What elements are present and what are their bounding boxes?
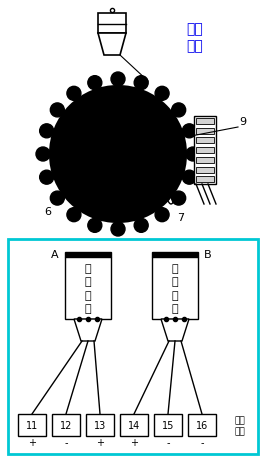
Text: 15: 15 [162,420,174,430]
Circle shape [134,77,148,90]
Bar [154,414,182,436]
Circle shape [172,192,186,206]
Circle shape [40,124,54,139]
Circle shape [88,219,102,233]
Text: -: - [166,437,170,447]
Bar [65,252,111,257]
Text: -: - [64,437,68,447]
Text: 12: 12 [60,420,72,430]
Text: +: + [130,437,138,447]
Bar [196,119,214,125]
Circle shape [67,87,81,101]
Circle shape [88,77,102,90]
Circle shape [155,208,169,222]
Bar [196,129,214,134]
Bar [196,167,214,173]
Bar [196,177,214,183]
Circle shape [182,124,196,139]
Circle shape [186,148,200,162]
Polygon shape [161,319,189,341]
Bar [194,117,216,185]
Bar [18,414,46,436]
Circle shape [172,104,186,118]
Bar [196,148,214,154]
Polygon shape [98,34,126,56]
Bar [152,252,198,257]
Text: 16: 16 [196,420,208,430]
Text: 7: 7 [178,213,184,223]
Circle shape [182,171,196,185]
Text: 13: 13 [94,420,106,430]
Circle shape [50,192,64,206]
Text: -: - [200,437,204,447]
Circle shape [155,87,169,101]
Text: 接
近
开
关: 接 近 开 关 [172,263,178,313]
Text: 接
近
开
关: 接 近 开 关 [85,263,91,313]
Circle shape [111,73,125,87]
Circle shape [67,208,81,222]
Text: 14: 14 [128,420,140,430]
Bar [196,157,214,163]
Circle shape [36,148,50,162]
Text: 6: 6 [45,207,51,217]
Bar [98,14,126,34]
Text: 11: 11 [26,420,38,430]
Bar [120,414,148,436]
Text: B: B [204,249,212,259]
Bar [86,414,114,436]
Text: 接线
端子: 接线 端子 [235,415,245,435]
Bar [196,138,214,144]
Circle shape [40,171,54,185]
Text: +: + [28,437,36,447]
Bar [188,414,216,436]
Bar [152,257,198,319]
Text: A: A [51,249,59,259]
Text: 微动
开关: 微动 开关 [187,22,203,53]
Circle shape [134,219,148,233]
Bar [52,414,80,436]
Text: +: + [96,437,104,447]
Circle shape [50,104,64,118]
Bar [65,257,111,319]
Circle shape [50,87,186,223]
Polygon shape [74,319,102,341]
Text: 9: 9 [240,117,246,127]
Circle shape [111,223,125,236]
